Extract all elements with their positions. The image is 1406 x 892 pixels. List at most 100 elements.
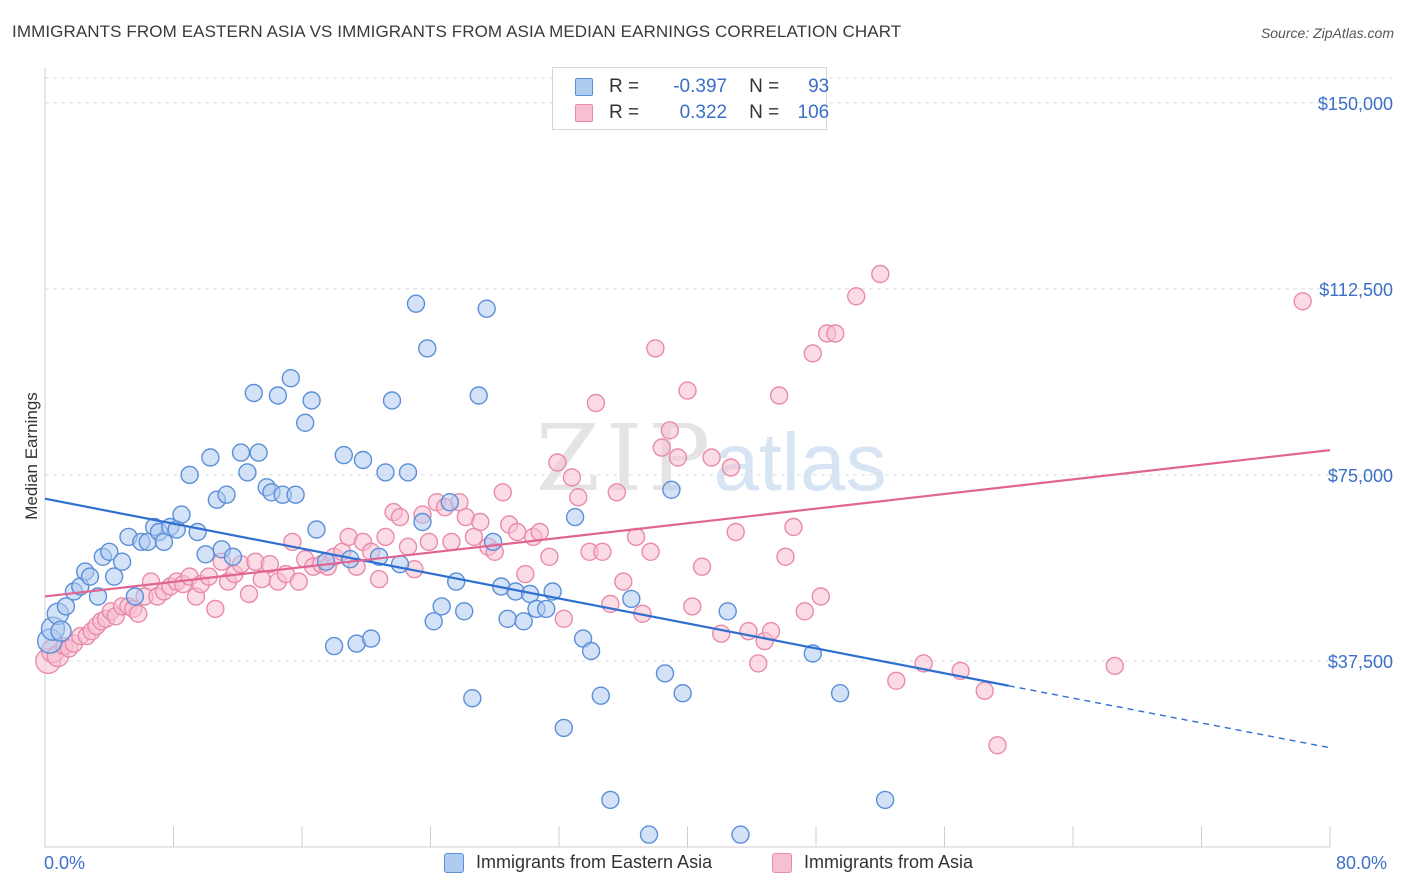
data-point-eastern-asia bbox=[830, 684, 850, 703]
bottom-legend-label: Immigrants from Eastern Asia bbox=[476, 852, 713, 872]
data-point-eastern-asia bbox=[302, 391, 321, 410]
legend-r-label: R = bbox=[609, 102, 640, 123]
data-point-eastern-asia bbox=[324, 636, 344, 656]
data-point-eastern-asia bbox=[581, 641, 601, 661]
data-point-eastern-asia bbox=[455, 602, 474, 621]
data-point-asia bbox=[749, 654, 768, 673]
bottom-legend-eastern-asia: Immigrants from Eastern Asia bbox=[444, 852, 712, 873]
data-point-eastern-asia bbox=[477, 299, 496, 318]
data-point-asia bbox=[398, 537, 418, 556]
x-tick-label-max: 80.0% bbox=[1336, 853, 1388, 873]
data-point-asia bbox=[289, 572, 308, 591]
data-point-asia bbox=[607, 483, 626, 502]
data-point-eastern-asia bbox=[180, 465, 199, 485]
data-point-eastern-asia bbox=[217, 485, 236, 504]
data-point-eastern-asia bbox=[718, 602, 737, 621]
data-point-eastern-asia bbox=[413, 512, 432, 532]
data-point-eastern-asia bbox=[307, 520, 326, 539]
series-eastern-asia-points bbox=[36, 294, 895, 844]
data-point-eastern-asia bbox=[316, 552, 336, 571]
data-point-asia bbox=[721, 458, 741, 477]
data-point-eastern-asia bbox=[440, 493, 459, 512]
data-point-asia bbox=[128, 604, 148, 623]
trend-lines bbox=[44, 449, 1331, 749]
chart-title: IMMIGRANTS FROM EASTERN ASIA VS IMMIGRAN… bbox=[12, 22, 902, 41]
bottom-legend-swatch-eastern-asia bbox=[444, 852, 464, 873]
legend-n-value: 106 bbox=[797, 102, 830, 123]
data-point-eastern-asia bbox=[382, 391, 402, 410]
data-point-eastern-asia bbox=[390, 555, 410, 574]
legend-row-asia: R = 0.322 N = 106 bbox=[575, 100, 829, 126]
data-point-eastern-asia bbox=[188, 522, 207, 542]
data-point-eastern-asia bbox=[469, 386, 488, 405]
data-point-asia bbox=[586, 393, 606, 413]
y-tick-label: $112,500 bbox=[1319, 280, 1393, 300]
trend-line-eastern-asia bbox=[44, 497, 1009, 687]
y-axis-label: Median Earnings bbox=[22, 392, 41, 520]
legend-n-value: 93 bbox=[808, 76, 830, 97]
source-credit: Source: ZipAtlas.com bbox=[1260, 25, 1394, 41]
bottom-legend-swatch-asia bbox=[772, 852, 792, 873]
y-tick-label: $150,000 bbox=[1318, 94, 1393, 114]
data-point-eastern-asia bbox=[196, 545, 215, 564]
data-point-eastern-asia bbox=[238, 463, 257, 482]
data-point-asia bbox=[516, 564, 535, 584]
data-point-eastern-asia bbox=[514, 612, 533, 631]
bottom-legend-asia: Immigrants from Asia bbox=[772, 852, 973, 873]
data-point-eastern-asia bbox=[56, 597, 76, 616]
data-point-asia bbox=[626, 527, 646, 547]
data-point-asia bbox=[726, 522, 745, 542]
legend-row-eastern-asia: R = -0.397 N = 93 bbox=[575, 74, 829, 100]
data-point-eastern-asia bbox=[353, 450, 373, 470]
legend-r-label: R = bbox=[609, 76, 640, 97]
data-point-asia bbox=[646, 339, 665, 358]
data-point-eastern-asia bbox=[655, 664, 675, 683]
data-point-asia bbox=[540, 547, 559, 566]
data-point-asia bbox=[683, 597, 702, 616]
data-point-asia bbox=[668, 448, 688, 467]
data-point-asia bbox=[784, 517, 803, 537]
data-point-asia bbox=[988, 736, 1007, 755]
data-point-eastern-asia bbox=[223, 547, 243, 566]
data-point-eastern-asia bbox=[662, 480, 681, 499]
legend-r-value: -0.397 bbox=[673, 76, 728, 97]
data-point-asia bbox=[847, 287, 866, 306]
data-point-eastern-asia bbox=[334, 445, 353, 465]
data-point-asia bbox=[508, 522, 527, 542]
data-point-asia bbox=[871, 264, 890, 284]
data-point-asia bbox=[975, 681, 994, 700]
data-point-eastern-asia bbox=[172, 505, 191, 524]
data-point-asia bbox=[369, 569, 389, 589]
data-point-asia bbox=[548, 453, 567, 472]
data-point-asia bbox=[660, 421, 679, 440]
data-point-eastern-asia bbox=[249, 443, 268, 462]
data-point-eastern-asia bbox=[296, 413, 315, 432]
data-point-asia bbox=[826, 324, 845, 343]
data-point-eastern-asia bbox=[639, 825, 659, 844]
legend-n-label: N = bbox=[749, 76, 780, 97]
data-point-asia bbox=[641, 542, 660, 561]
data-point-eastern-asia bbox=[50, 620, 72, 642]
data-point-eastern-asia bbox=[80, 567, 100, 586]
data-point-eastern-asia bbox=[418, 339, 437, 358]
data-point-eastern-asia bbox=[104, 567, 124, 586]
data-point-eastern-asia bbox=[537, 599, 556, 619]
data-point-asia bbox=[761, 622, 781, 641]
data-point-asia bbox=[887, 671, 906, 690]
bottom-legend-label: Immigrants from Asia bbox=[804, 852, 974, 872]
data-point-asia bbox=[795, 602, 814, 621]
data-point-eastern-asia bbox=[398, 463, 418, 482]
data-point-eastern-asia bbox=[875, 790, 895, 810]
data-point-asia bbox=[811, 587, 830, 606]
legend-n-label: N = bbox=[749, 102, 780, 123]
data-point-eastern-asia bbox=[424, 612, 443, 631]
data-point-eastern-asia bbox=[244, 383, 264, 403]
data-point-eastern-asia bbox=[483, 532, 503, 552]
data-point-eastern-asia bbox=[281, 369, 300, 388]
legend-r-value: 0.322 bbox=[679, 102, 728, 123]
x-tick-label-min: 0.0% bbox=[44, 853, 86, 873]
data-point-eastern-asia bbox=[231, 443, 251, 462]
data-point-eastern-asia bbox=[554, 718, 573, 738]
trend-line-asia bbox=[44, 449, 1331, 598]
